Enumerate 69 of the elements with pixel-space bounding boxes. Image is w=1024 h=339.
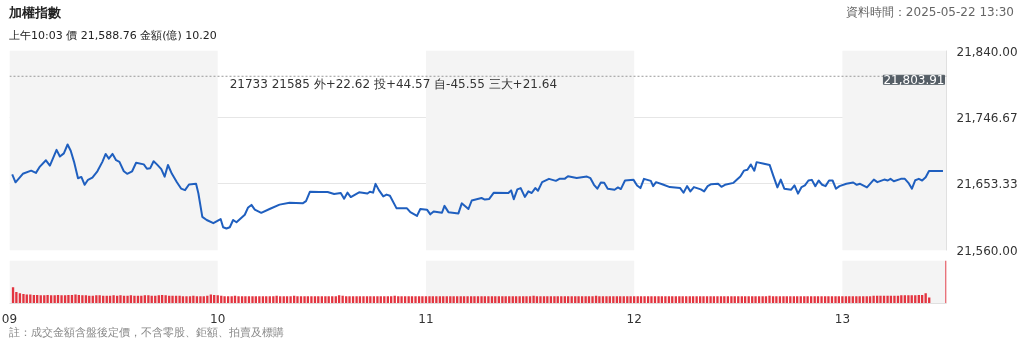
bar (893, 295, 896, 304)
bar (296, 296, 299, 304)
bar (872, 295, 875, 304)
bar (591, 296, 594, 304)
bar (355, 296, 358, 304)
y-tick-label: 21,840.00 (956, 44, 1018, 59)
bar (886, 295, 889, 304)
bar (532, 295, 535, 304)
bar (178, 295, 181, 304)
bar (244, 296, 247, 304)
bar (133, 295, 136, 304)
bar (67, 294, 70, 304)
bar (303, 296, 306, 304)
bar (487, 296, 490, 304)
bar (473, 296, 476, 304)
bar (584, 296, 587, 304)
bar (827, 296, 830, 304)
bar (60, 295, 63, 304)
bar (407, 296, 410, 304)
bar (466, 296, 469, 304)
bar (310, 296, 313, 304)
annotation: 21733 21585 外+22.62 投+44.57 自-45.55 三大+21.64 (229, 76, 558, 91)
bar (518, 296, 521, 304)
x-tick-label: 09 (1, 311, 18, 326)
bar (81, 295, 84, 304)
x-tick-label: 13 (834, 311, 851, 326)
bar (539, 296, 542, 304)
x-tick-label: 12 (626, 311, 642, 326)
bar (820, 296, 823, 304)
bar (546, 296, 549, 304)
chart-subtitle: 上午10:03 價 21,588.76 金額(億) 10.20 (9, 28, 217, 44)
bar (185, 296, 188, 304)
bar (716, 296, 719, 304)
bar (15, 291, 18, 304)
bar (289, 296, 292, 304)
bar (643, 296, 646, 304)
ref-line-label: 21,803.91 (883, 73, 945, 88)
bar (650, 296, 653, 304)
bar (369, 296, 372, 304)
bar (237, 296, 240, 304)
text: 註：成交金額含盤後定價，不含零股、鉅額、拍賣及標購 (9, 325, 284, 339)
bar (841, 296, 844, 304)
bar (709, 296, 712, 304)
text: 資料時間：2025-05-22 13:30 (845, 4, 1014, 21)
bar (192, 295, 195, 304)
line-series (11, 143, 944, 230)
bar (775, 296, 778, 304)
bar (435, 296, 438, 304)
bar (126, 295, 129, 304)
bar (664, 296, 667, 304)
bar (695, 296, 698, 304)
bar (414, 296, 417, 304)
chart-title: 加權指數 (9, 4, 61, 22)
y-tick-label: 21,560.00 (956, 244, 1018, 258)
bar (598, 296, 601, 304)
bar (341, 295, 344, 304)
bar (421, 296, 424, 304)
bar (362, 296, 365, 304)
y-tick-label: 21,746.67 (956, 110, 1018, 125)
y-tick-label: 21,653.33 (956, 177, 1018, 192)
bar (112, 295, 115, 304)
bar (657, 296, 660, 304)
bar (761, 296, 764, 304)
x-tick-label: 10 (210, 311, 226, 326)
x-tick-label: 11 (418, 311, 434, 326)
bar (612, 296, 615, 304)
bar (258, 296, 261, 304)
bar (480, 296, 483, 304)
bar (768, 295, 771, 304)
